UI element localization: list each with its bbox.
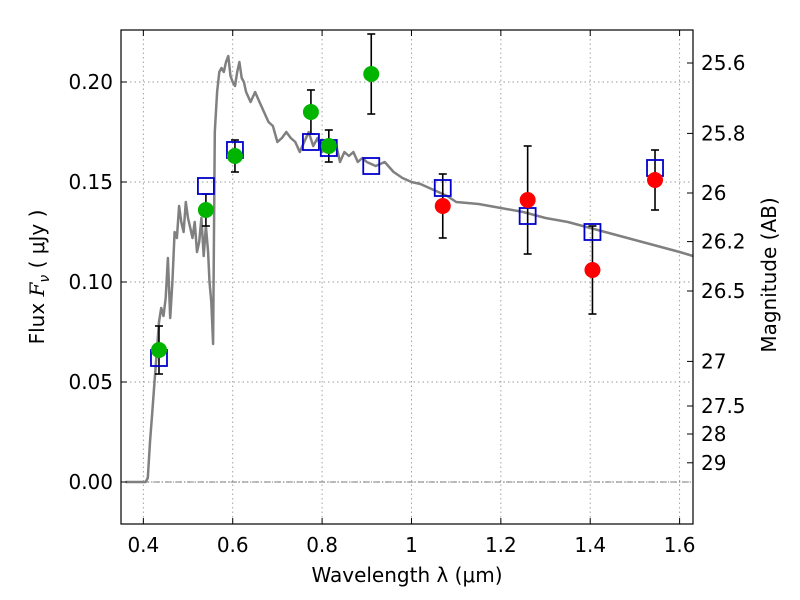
right-tick-label: 26.2 bbox=[701, 230, 746, 254]
y-tick-label: 0.20 bbox=[68, 70, 113, 94]
green-point bbox=[197, 202, 214, 218]
right-axis-label: Magnitude (AB) bbox=[757, 197, 781, 352]
x-tick-label: 1.4 bbox=[574, 533, 606, 557]
x-tick-label: 0.4 bbox=[127, 533, 159, 557]
green-point bbox=[226, 148, 243, 164]
data-points-layer bbox=[150, 33, 664, 375]
square-marker bbox=[362, 157, 381, 175]
x-tick-label: 0.8 bbox=[306, 533, 338, 557]
right-tick-label: 26 bbox=[701, 181, 726, 205]
y-tick-label: 0.00 bbox=[68, 470, 113, 494]
axis-ticks: 0.4 0.6 0.8 1 1.2 1.4 1.6 0.00 0.05 0.10 0.15 0.20 2… bbox=[68, 30, 746, 557]
x-axis-label: Wavelength λ (μm) bbox=[311, 563, 502, 587]
square-marker bbox=[197, 177, 215, 195]
green-point bbox=[320, 138, 337, 154]
right-tick-label: 25.8 bbox=[701, 121, 746, 145]
y-tick-label: 0.10 bbox=[68, 270, 113, 294]
square-marker bbox=[433, 179, 452, 197]
y-axis-label: Flux Fν ( μJy ) bbox=[25, 210, 53, 345]
model-spectrum-layer bbox=[125, 54, 694, 484]
y-axis-label-subscript: ν bbox=[37, 275, 53, 283]
red-point bbox=[584, 262, 601, 278]
green-point bbox=[150, 342, 167, 358]
x-tick-label: 0.6 bbox=[217, 533, 249, 557]
red-point bbox=[434, 198, 451, 214]
right-tick-label: 29 bbox=[701, 451, 726, 475]
right-tick-label: 27 bbox=[701, 349, 726, 373]
y-tick-label: 0.05 bbox=[68, 370, 113, 394]
x-tick-label: 1 bbox=[405, 533, 418, 557]
y-axis-label-prefix: Flux bbox=[25, 296, 49, 344]
square-marker bbox=[302, 133, 320, 151]
right-tick-label: 27.5 bbox=[701, 394, 746, 418]
green-point bbox=[302, 104, 319, 120]
x-tick-label: 1.2 bbox=[485, 533, 517, 557]
square-marker bbox=[583, 223, 602, 241]
x-tick-label: 1.6 bbox=[664, 533, 696, 557]
green-point bbox=[363, 66, 380, 82]
model-spectrum-line bbox=[125, 54, 694, 484]
y-axis-label-unit: ( μJy ) bbox=[25, 210, 49, 275]
right-tick-label: 28 bbox=[701, 422, 726, 446]
red-point bbox=[647, 172, 664, 188]
right-tick-label: 26.5 bbox=[701, 279, 746, 303]
y-axis-label-symbol: F bbox=[25, 281, 49, 297]
y-tick-label: 0.15 bbox=[68, 170, 113, 194]
right-tick-label: 25.6 bbox=[701, 51, 746, 75]
grid-lines bbox=[121, 30, 693, 524]
red-point bbox=[519, 192, 536, 208]
plot-frame bbox=[120, 29, 694, 525]
